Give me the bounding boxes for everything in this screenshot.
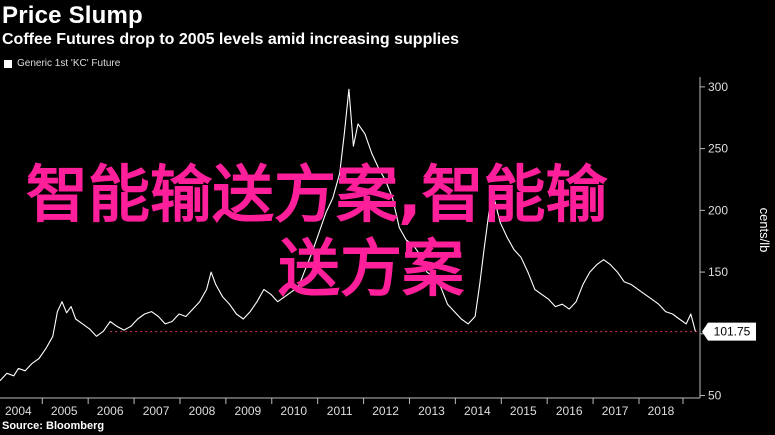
x-tick-label: 2010 <box>280 404 307 418</box>
x-tick-label: 2004 <box>5 404 32 418</box>
chart-legend: Generic 1st 'KC' Future <box>4 58 120 69</box>
last-value-group: 101.75 <box>702 322 756 341</box>
last-value-box <box>702 322 756 341</box>
y-tick-label: 150 <box>708 265 728 279</box>
x-tick-label: 2015 <box>510 404 537 418</box>
y-axis-label: cents/lb <box>757 208 772 253</box>
x-tick-label: 2007 <box>143 404 170 418</box>
x-tick-label: 2006 <box>97 404 124 418</box>
y-tick-label: 300 <box>708 80 728 94</box>
x-tick-label: 2011 <box>327 404 353 418</box>
page-title: Price Slump <box>2 2 143 29</box>
source-note: Source: Bloomberg <box>2 420 105 432</box>
series-line <box>0 88 696 382</box>
y-axis: 50100150200250300 <box>700 80 728 403</box>
x-tick-label: 2016 <box>556 404 583 418</box>
plot-frame <box>0 77 701 399</box>
x-tick-label: 2018 <box>648 404 675 418</box>
legend-swatch <box>4 59 12 68</box>
x-tick-label: 2005 <box>51 404 78 418</box>
x-tick-label: 2009 <box>235 404 262 418</box>
x-tick-label: 2013 <box>418 404 445 418</box>
x-axis: 2004 2005 2006 2007 2008 2009 2010 2011 2012 2013… <box>5 398 684 418</box>
y-tick-label: 50 <box>708 389 722 403</box>
y-tick-label: 250 <box>708 142 728 156</box>
x-tick-label: 2014 <box>464 404 491 418</box>
x-tick-label: 2017 <box>602 404 629 418</box>
x-tick-label: 2008 <box>189 404 216 418</box>
x-tick-label: 2012 <box>372 404 399 418</box>
page-subtitle: Coffee Futures drop to 2005 levels amid … <box>2 31 460 48</box>
y-tick-label: 200 <box>708 203 728 217</box>
last-value-label: 101.75 <box>714 325 751 339</box>
legend-label: Generic 1st 'KC' Future <box>17 58 121 69</box>
series-group <box>0 88 696 382</box>
